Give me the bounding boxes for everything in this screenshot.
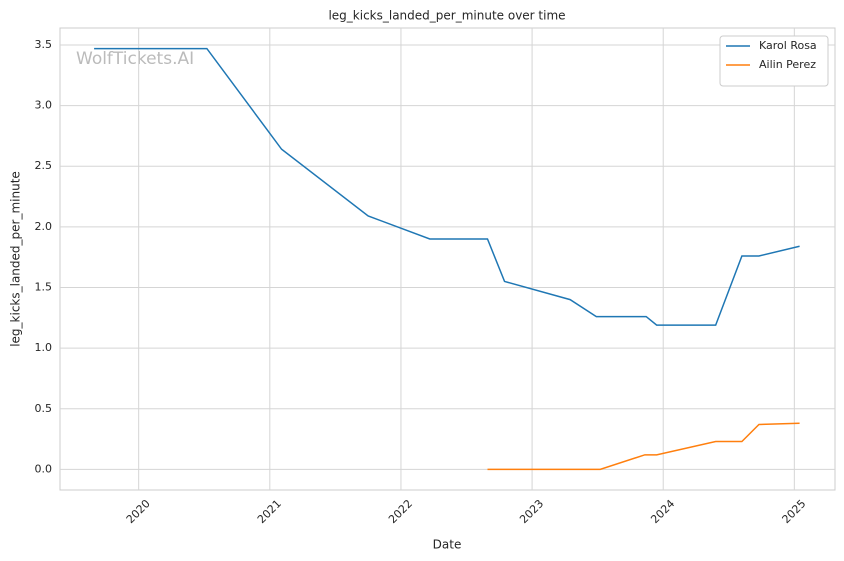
x-tick-label: 2021 (255, 497, 284, 526)
y-tick-label: 3.0 (35, 99, 53, 112)
legend-label: Karol Rosa (759, 39, 817, 52)
x-tick-label: 2023 (517, 497, 546, 526)
line (94, 47, 800, 326)
y-tick-label: 1.5 (35, 280, 53, 293)
x-tick-label: 2024 (648, 497, 677, 526)
y-tick-label: 0.0 (35, 462, 53, 475)
y-tick-label: 2.0 (35, 220, 53, 233)
y-axis-label: leg_kicks_landed_per_minute (9, 171, 23, 347)
x-axis-label: Date (433, 538, 462, 552)
x-tick-label: 2020 (124, 497, 153, 526)
plot-area (59, 27, 836, 491)
y-tick-label: 2.5 (35, 159, 53, 172)
y-tick-label: 3.5 (35, 38, 53, 51)
x-tick-label: 2025 (779, 497, 808, 526)
line (487, 422, 800, 471)
watermark: WolfTickets.AI (76, 49, 194, 69)
x-tick-label: 2022 (386, 497, 415, 526)
chart-title: leg_kicks_landed_per_minute over time (328, 9, 565, 23)
y-tick-label: 1.0 (35, 341, 53, 354)
legend-box (719, 35, 829, 87)
legend-label: Ailin Perez (759, 58, 816, 71)
y-tick-label: 0.5 (35, 402, 53, 415)
